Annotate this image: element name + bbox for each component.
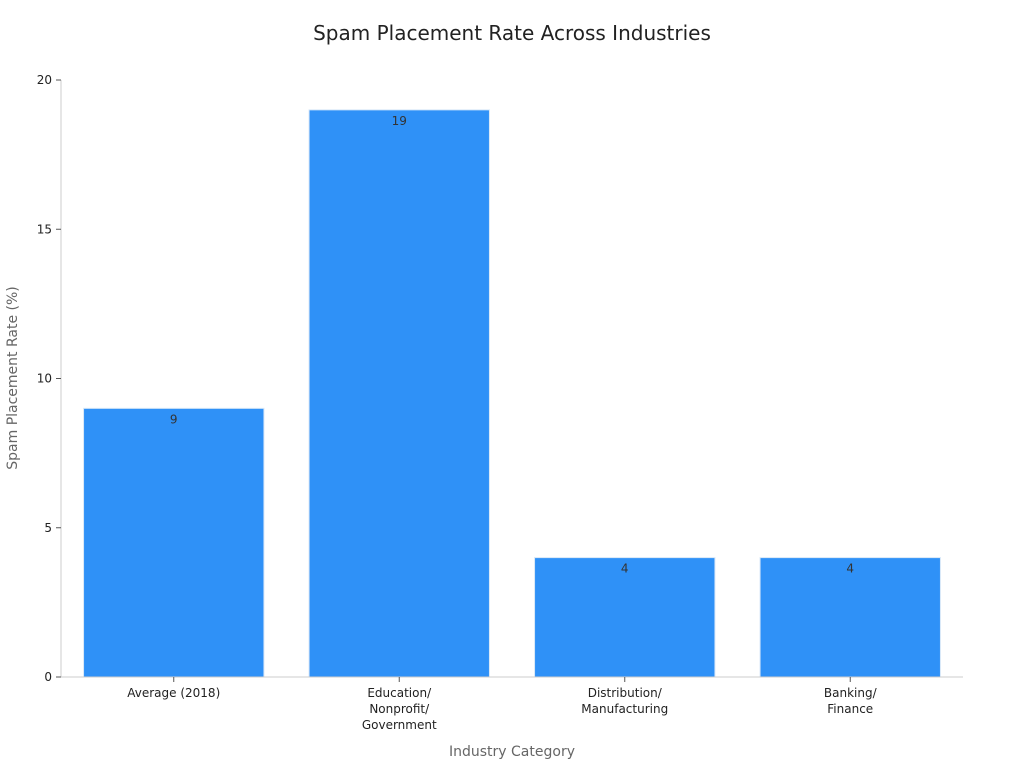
y-axis-title: Spam Placement Rate (%) — [5, 286, 21, 470]
data-label: 4 — [621, 562, 629, 576]
x-axis-title: Industry Category — [449, 744, 575, 760]
x-tick-label: Finance — [827, 702, 873, 716]
y-tick-label: 5 — [44, 521, 52, 535]
x-tick-label: Nonprofit/ — [369, 702, 430, 716]
x-tick-label: Average (2018) — [127, 686, 220, 700]
data-label: 9 — [170, 412, 178, 426]
x-tick-label: Government — [362, 718, 437, 732]
x-tick-label: Distribution/ — [588, 686, 663, 700]
data-label: 19 — [392, 114, 407, 128]
x-tick-label: Banking/ — [824, 686, 878, 700]
bar — [83, 407, 265, 678]
bar — [534, 557, 716, 678]
y-tick-label: 15 — [37, 222, 52, 236]
bar — [308, 109, 490, 678]
x-tick-label: Manufacturing — [581, 702, 668, 716]
y-tick-label: 10 — [37, 372, 52, 386]
bar — [759, 557, 941, 678]
y-tick-label: 20 — [37, 73, 52, 87]
chart-title: Spam Placement Rate Across Industries — [313, 21, 711, 45]
plot-area: 0 5 10 15 20 Average (2018) Education/Nonprofi… — [37, 73, 963, 732]
data-label: 4 — [846, 562, 854, 576]
y-tick-label: 0 — [44, 670, 52, 684]
x-tick-label: Education/ — [367, 686, 432, 700]
